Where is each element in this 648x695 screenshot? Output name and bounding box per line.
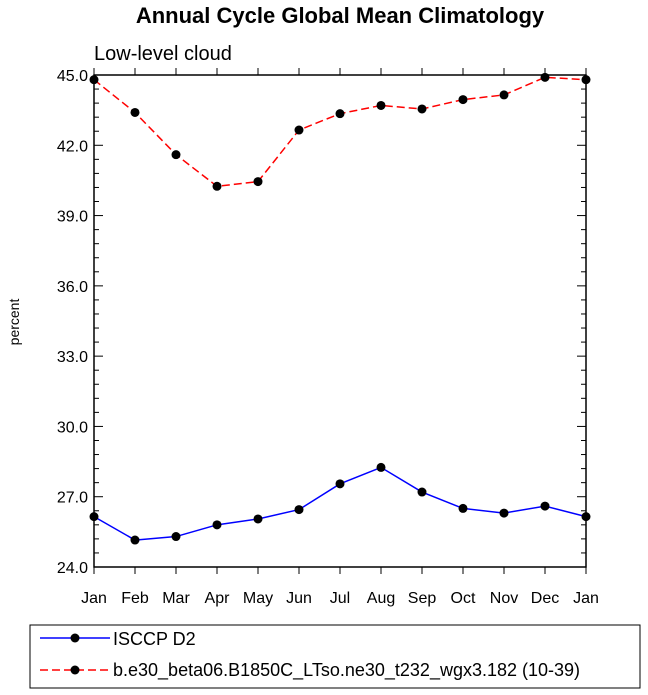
legend-label-isccp: ISCCP D2 <box>113 629 196 649</box>
y-tick-label: 27.0 <box>57 490 88 507</box>
x-tick-label: Jan <box>573 590 599 607</box>
y-tick-label: 30.0 <box>57 419 88 436</box>
data-point-0 <box>458 503 468 513</box>
legend-item-isccp: ISCCP D2 <box>40 629 196 649</box>
y-tick-label: 42.0 <box>57 138 88 155</box>
data-point-1 <box>171 150 181 160</box>
data-point-0 <box>376 462 386 472</box>
legend-item-model: b.e30_beta06.B1850C_LTso.ne30_t232_wgx3.… <box>40 660 580 681</box>
data-point-0 <box>581 512 591 522</box>
data-point-1 <box>89 75 99 85</box>
x-tick-label: Dec <box>531 590 559 607</box>
chart-subtitle: Low-level cloud <box>94 43 232 65</box>
data-point-1 <box>294 125 304 135</box>
x-tick-label: Jun <box>286 590 312 607</box>
data-point-1 <box>376 100 386 110</box>
y-tick-label: 45.0 <box>57 68 88 85</box>
data-point-0 <box>212 520 222 530</box>
data-point-0 <box>335 479 345 489</box>
x-tick-label: Sep <box>408 590 437 607</box>
data-point-0 <box>294 505 304 515</box>
x-tick-label: Nov <box>490 590 518 607</box>
data-point-0 <box>171 532 181 542</box>
y-tick-labels: 24.0 27.0 30.0 33.0 36.0 39.0 42.0 45.0 <box>57 68 88 577</box>
y-tick-label: 24.0 <box>57 560 88 577</box>
y-tick-label: 39.0 <box>57 209 88 226</box>
x-tick-label: Aug <box>367 590 395 607</box>
data-point-1 <box>581 75 591 85</box>
series-line-0 <box>93 466 587 541</box>
y-axis-label: percent <box>6 299 22 346</box>
y-tick-label: 36.0 <box>57 279 88 296</box>
data-point-1 <box>212 181 222 191</box>
data-point-0 <box>89 512 99 522</box>
chart-title: Annual Cycle Global Mean Climatology <box>136 3 545 28</box>
data-point-1 <box>417 104 427 114</box>
data-point-0 <box>499 508 509 518</box>
series-layer <box>89 72 591 545</box>
data-point-0 <box>540 501 550 511</box>
data-point-0 <box>253 514 263 524</box>
data-point-0 <box>130 535 140 545</box>
x-tick-label: Apr <box>205 590 231 607</box>
plot-frame <box>93 74 587 568</box>
legend-box <box>29 624 641 689</box>
legend-label-model: b.e30_beta06.B1850C_LTso.ne30_t232_wgx3.… <box>113 660 580 681</box>
data-point-1 <box>499 90 509 100</box>
series-line-1 <box>93 76 587 188</box>
x-tick-label: Jul <box>330 590 350 607</box>
data-point-1 <box>253 177 263 187</box>
x-tick-label: Feb <box>121 590 149 607</box>
legend-marker-isccp <box>70 633 80 643</box>
data-point-0 <box>417 487 427 497</box>
tick-marks <box>93 68 587 574</box>
data-point-1 <box>458 95 468 105</box>
x-tick-labels: Jan Feb Mar Apr May Jun Jul Aug Sep Oct Nov Dec Jan <box>81 590 599 607</box>
x-tick-label: May <box>243 590 273 607</box>
data-point-1 <box>540 72 550 82</box>
legend-marker-model <box>70 665 80 675</box>
y-tick-label: 33.0 <box>57 349 88 366</box>
x-tick-label: Jan <box>81 590 107 607</box>
data-point-1 <box>130 107 140 117</box>
x-tick-label: Mar <box>162 590 190 607</box>
data-point-1 <box>335 109 345 119</box>
x-tick-label: Oct <box>451 590 476 607</box>
